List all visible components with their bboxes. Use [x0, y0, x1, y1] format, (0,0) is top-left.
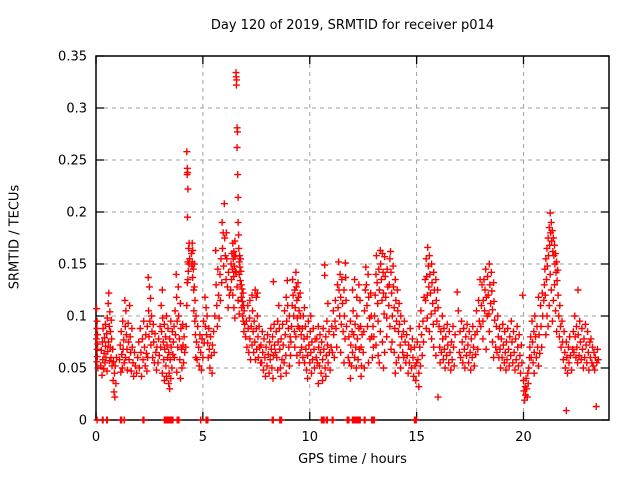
x-tick-label: 20 — [515, 430, 532, 445]
y-tick-label: 0.25 — [58, 154, 87, 169]
y-tick-label: 0.2 — [66, 206, 87, 221]
y-tick-label: 0.15 — [58, 258, 87, 273]
x-tick-label: 5 — [199, 430, 207, 445]
y-tick-label: 0.05 — [58, 362, 87, 377]
y-axis-label: SRMTID / TECUs — [7, 184, 23, 290]
x-tick-label: 15 — [408, 430, 425, 445]
x-axis-label: GPS time / hours — [298, 452, 407, 467]
y-tick-label: 0.1 — [66, 310, 87, 325]
y-tick-label: 0.3 — [66, 102, 87, 117]
grid-lines — [96, 56, 609, 420]
x-tick-label: 0 — [92, 430, 100, 445]
scatter-points — [93, 69, 602, 424]
y-tick-label: 0.35 — [58, 50, 87, 65]
y-tick-label: 0 — [79, 414, 87, 429]
chart-title: Day 120 of 2019, SRMTID for receiver p01… — [210, 18, 495, 33]
x-tick-label: 10 — [301, 430, 318, 445]
